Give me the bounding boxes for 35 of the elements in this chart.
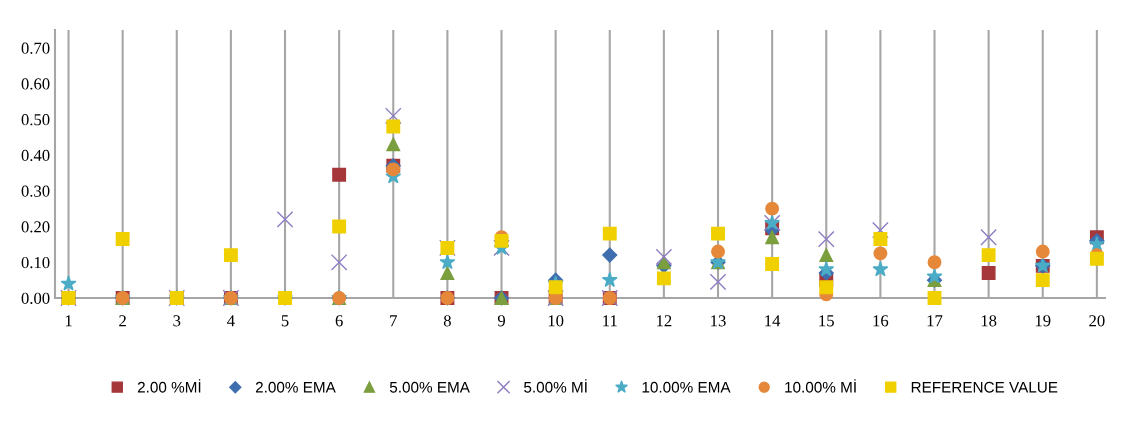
legend-label: 2.00% EMA — [255, 381, 336, 393]
x-tick-label: 20 — [1089, 315, 1105, 327]
x-tick-label: 14 — [765, 315, 781, 327]
x-tick-label: 9 — [497, 315, 506, 327]
legend-label: 10.00% EMA — [642, 381, 731, 393]
x-tick-label: 8 — [443, 315, 451, 327]
y-tick-label: 0.10 — [21, 256, 50, 269]
legend-label: 10.00% Mİ — [785, 379, 856, 393]
x-tick-label: 5 — [281, 315, 289, 327]
y-tick-label: 0.30 — [21, 185, 50, 197]
x-tick-label: 4 — [227, 315, 235, 327]
x-tick-label: 10 — [548, 315, 564, 327]
legend-label: 5.00% EMA — [389, 381, 470, 393]
x-tick-label: 16 — [873, 315, 889, 327]
x-tick-label: 6 — [335, 315, 343, 327]
x-tick-label: 17 — [927, 315, 943, 327]
legend-label: 5.00% Mİ — [524, 379, 587, 393]
x-tick-label: 19 — [1035, 315, 1051, 327]
x-tick-label: 7 — [390, 315, 397, 327]
y-tick-label: 0.70 — [21, 42, 50, 54]
x-tick-label: 11 — [603, 315, 617, 327]
x-tick-label: 2 — [119, 315, 126, 327]
y-tick-label: 0.50 — [21, 114, 50, 126]
y-tick-label: 0.60 — [21, 78, 50, 90]
legend-label: REFERENCE VALUE — [911, 381, 1058, 393]
x-tick-label: 1 — [65, 315, 72, 327]
x-tick-label: 15 — [819, 315, 834, 327]
x-tick-label: 12 — [657, 315, 672, 327]
legend-label: 2.00 %Mİ — [137, 379, 201, 393]
x-tick-label: 3 — [173, 315, 181, 327]
y-tick-label: 0.40 — [21, 149, 50, 162]
x-tick-label: 13 — [711, 315, 726, 327]
y-tick-label: 0.00 — [21, 292, 50, 305]
y-tick-label: 0.20 — [21, 221, 50, 233]
x-tick-label: 18 — [981, 315, 997, 327]
